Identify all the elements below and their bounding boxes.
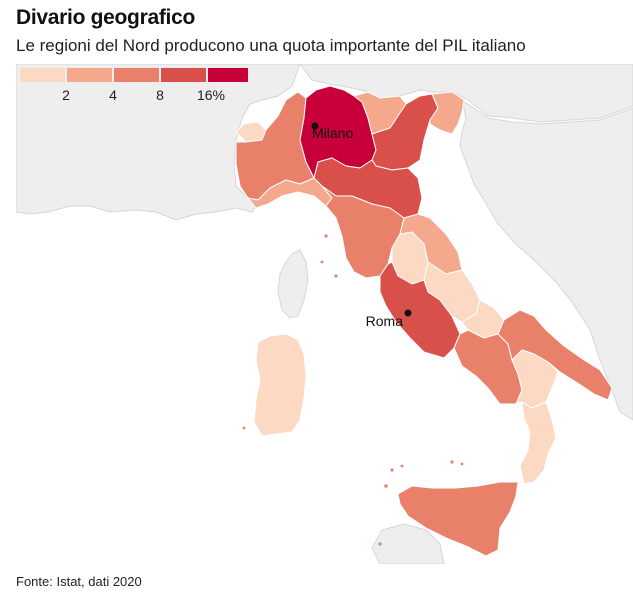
city-marker [311,122,319,130]
legend-swatch-4 [161,68,206,82]
legend-tick-label: 4 [109,87,117,103]
italian-regions [235,85,613,557]
chart-subtitle: Le regioni del Nord producono una quota … [16,36,526,55]
chart-title: Divario geografico [16,6,195,29]
city-milano: Milano [311,122,353,141]
city-label: Milano [312,125,353,141]
source-note: Fonte: Istat, dati 2020 [16,574,142,589]
legend-swatch-2 [67,68,112,82]
legend-tick-label: 2 [62,87,70,103]
legend: 2 4 8 16% [20,68,248,103]
city-roma: Roma [366,309,412,329]
legend-tick-label: 8 [156,87,164,103]
country-balkans [459,98,633,421]
region-lazio [379,261,461,359]
city-marker [404,309,412,317]
region-calabria [519,401,557,485]
italy-gdp-map: 2 4 8 16% Milano Roma [16,64,633,564]
country-africa [371,523,445,564]
legend-tick-label: 16% [197,87,225,103]
region-veneto [371,93,439,171]
legend-swatch-3 [114,68,159,82]
country-corsica [277,249,309,319]
country-france [16,64,301,221]
region-sardegna [253,333,307,437]
region-sicilia [397,481,519,557]
legend-swatch-1 [20,68,65,82]
region-friuli [429,91,465,135]
legend-swatch-5 [208,68,248,82]
city-label: Roma [366,313,404,329]
small-islands [242,234,464,546]
foreign-land [16,64,633,564]
